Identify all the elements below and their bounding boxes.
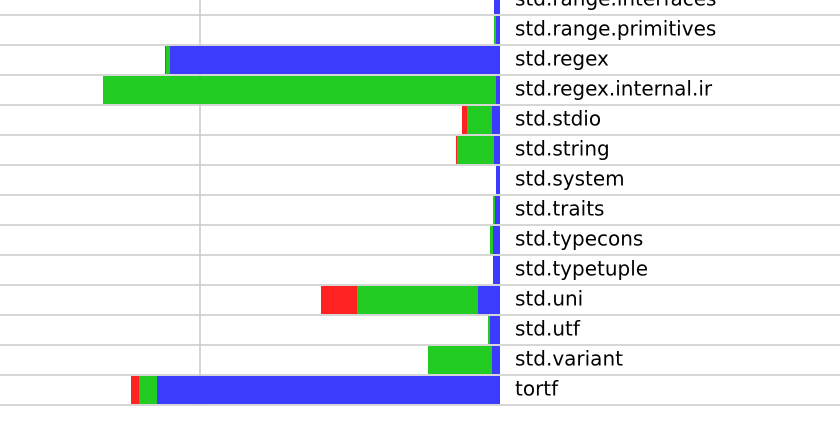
bar-segment (494, 16, 496, 44)
bar-segment (170, 46, 500, 74)
bar-segment (492, 106, 500, 134)
bar-segment (493, 256, 500, 284)
category-label: std.traits (515, 197, 604, 221)
category-label: std.typecons (515, 227, 643, 251)
category-label: std.system (515, 167, 625, 191)
bar-segment (103, 76, 496, 104)
category-label: std.range.primitives (515, 17, 716, 41)
category-label: std.regex (515, 47, 609, 71)
bar-segment (495, 196, 500, 224)
category-label: std.stdio (515, 107, 601, 131)
bar-segment (428, 346, 492, 374)
bar-segment (457, 136, 494, 164)
bar-segment (467, 106, 492, 134)
bar-segment (478, 286, 500, 314)
category-label: std.variant (515, 347, 623, 371)
bar-segment (456, 136, 457, 164)
bar-segment (493, 196, 495, 224)
bar-segment (462, 106, 467, 134)
bar-segment (490, 316, 500, 344)
category-label: std.range.interfaces (515, 0, 716, 11)
bar-segment (493, 226, 500, 254)
bar-segment (494, 136, 500, 164)
category-label: std.uni (515, 287, 583, 311)
bar-segment (488, 316, 490, 344)
category-label: std.typetuple (515, 257, 648, 281)
category-label: std.regex.internal.ir (515, 77, 713, 101)
bar-segment (157, 376, 500, 404)
category-label: std.string (515, 137, 610, 161)
bar-segment (166, 46, 170, 74)
bar-segment (131, 376, 139, 404)
bar-segment (496, 76, 500, 104)
bar-segment (496, 166, 500, 194)
category-label: std.utf (515, 317, 581, 341)
bar-segment (165, 46, 166, 74)
bar-segment (139, 376, 157, 404)
category-label: tortf (515, 377, 559, 401)
bar-segment (490, 226, 493, 254)
bar-segment (496, 16, 500, 44)
bar-segment (492, 346, 500, 374)
bar-segment (357, 286, 478, 314)
bar-segment (494, 0, 500, 14)
bar-segment (321, 286, 357, 314)
